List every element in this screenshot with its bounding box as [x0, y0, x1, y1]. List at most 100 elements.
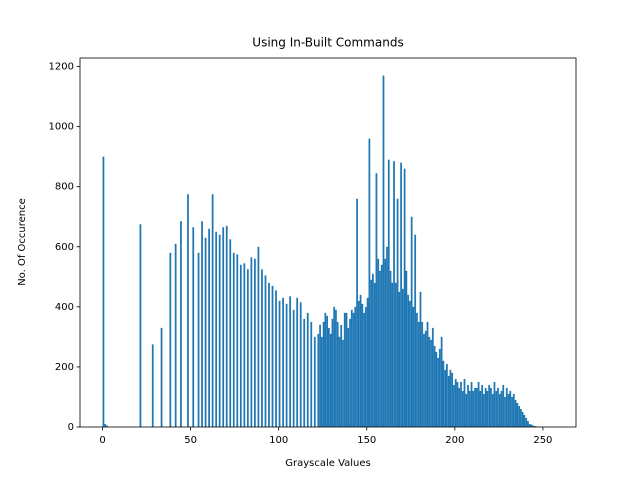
bar — [512, 393, 515, 427]
bar — [349, 318, 351, 427]
bar — [467, 384, 469, 427]
bar — [507, 393, 510, 427]
bar — [275, 290, 277, 427]
bar — [192, 227, 195, 427]
bar — [525, 417, 528, 427]
bar — [356, 198, 358, 427]
bar — [456, 381, 459, 427]
bar — [389, 270, 392, 427]
x-tick-label: 200 — [445, 435, 464, 446]
bar — [380, 264, 383, 427]
bar — [211, 194, 214, 427]
bar — [180, 221, 182, 427]
bar — [428, 336, 431, 427]
bar — [292, 309, 295, 427]
bar — [218, 234, 221, 427]
bar — [460, 381, 462, 427]
bar — [527, 420, 529, 427]
bar — [285, 303, 288, 427]
bar — [225, 225, 228, 427]
y-axis-label: No. Of Occurence — [17, 198, 28, 286]
bar — [139, 224, 142, 427]
bar — [236, 254, 239, 427]
bar — [106, 425, 108, 427]
bar — [490, 387, 492, 427]
bar — [435, 351, 438, 427]
bar — [523, 414, 526, 427]
bar — [306, 312, 309, 427]
bar — [379, 270, 381, 427]
bar — [409, 300, 411, 427]
bar — [250, 257, 253, 427]
bar — [204, 237, 207, 427]
bar — [472, 390, 475, 427]
bar — [491, 393, 494, 427]
bar — [433, 345, 436, 427]
bar — [243, 263, 246, 427]
bar — [454, 378, 457, 427]
bar — [299, 302, 302, 427]
bar — [347, 327, 350, 427]
bar — [474, 387, 476, 427]
bar — [340, 324, 343, 427]
bar — [451, 372, 454, 427]
bar — [361, 303, 364, 427]
y-tick-label: 800 — [55, 182, 74, 193]
bar — [430, 339, 432, 427]
bar — [514, 399, 517, 427]
bar — [336, 321, 339, 427]
bar — [222, 227, 225, 427]
bar — [483, 393, 485, 427]
bar — [475, 387, 478, 427]
bar — [477, 381, 480, 427]
bar — [364, 306, 367, 427]
bar — [488, 384, 491, 427]
bar — [368, 138, 371, 427]
bar — [343, 312, 346, 427]
bar — [372, 273, 374, 427]
bar — [278, 300, 281, 427]
y-tick-label: 0 — [68, 422, 74, 433]
bar — [329, 333, 332, 427]
bar — [419, 291, 422, 427]
bar — [442, 360, 445, 427]
bar — [257, 246, 260, 427]
bar — [354, 306, 357, 427]
bar — [328, 327, 330, 427]
bar — [444, 369, 447, 427]
bar — [401, 288, 404, 427]
bar — [229, 239, 232, 427]
bar — [400, 162, 402, 427]
x-tick-label: 50 — [184, 435, 197, 446]
bar — [357, 300, 360, 427]
bar — [160, 327, 163, 427]
bar — [426, 321, 429, 427]
bar — [232, 252, 235, 427]
bar — [382, 75, 385, 428]
bar — [417, 321, 420, 427]
bar — [534, 426, 536, 427]
plot-frame — [79, 57, 577, 428]
bar — [254, 258, 256, 427]
bar — [416, 312, 418, 427]
x-tick-label: 0 — [99, 435, 105, 446]
bar — [453, 384, 455, 427]
bar — [324, 312, 327, 427]
bar — [495, 390, 498, 427]
bar — [326, 315, 328, 427]
bar — [500, 390, 503, 427]
bar — [481, 384, 483, 427]
bar — [377, 258, 380, 427]
bar — [317, 333, 320, 427]
bar — [350, 309, 353, 427]
bar — [412, 306, 415, 427]
x-axis-label: Grayscale Values — [285, 458, 371, 469]
bar — [246, 269, 249, 427]
bar — [384, 258, 387, 427]
bar — [505, 387, 508, 427]
x-tick-label: 150 — [357, 435, 376, 446]
bar — [446, 363, 448, 427]
bar — [386, 246, 388, 427]
bar — [498, 393, 501, 427]
bar — [373, 282, 376, 427]
